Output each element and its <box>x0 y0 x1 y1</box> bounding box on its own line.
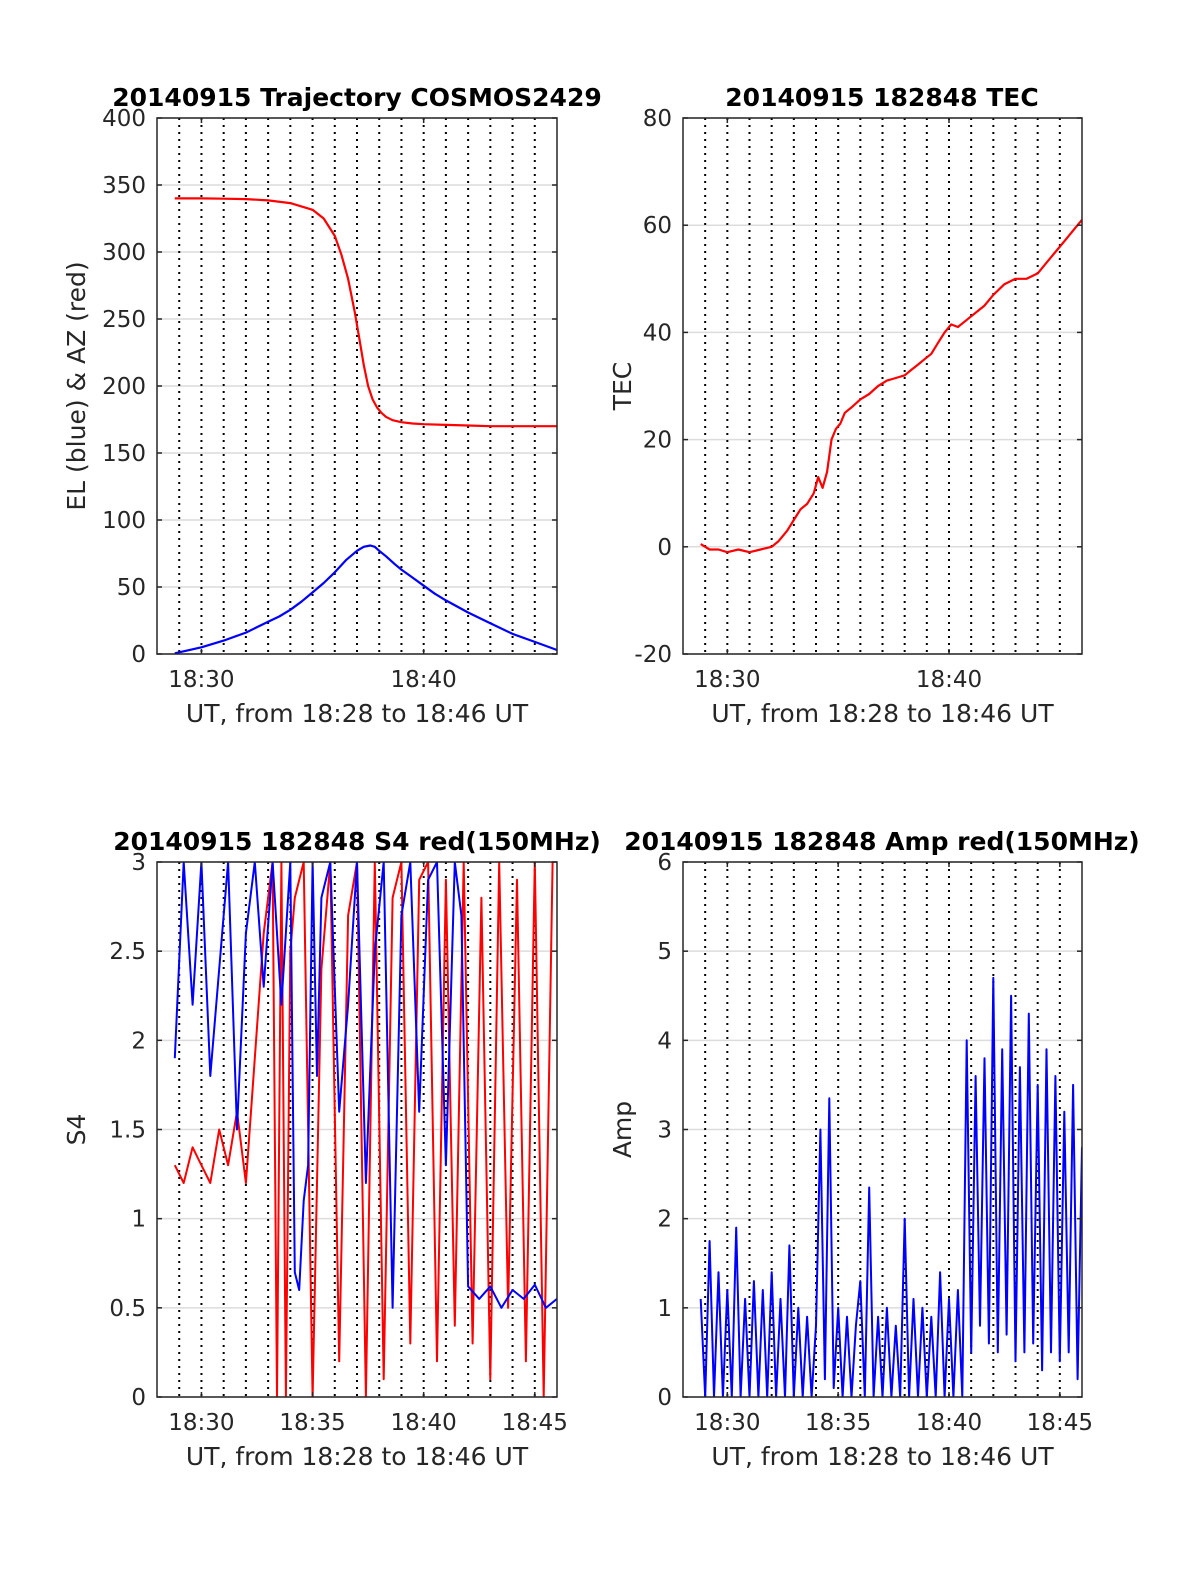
y-tick-label: 0 <box>131 642 146 668</box>
y-tick-label: 4 <box>657 1028 672 1054</box>
x-tick-label: 18:35 <box>279 1410 345 1436</box>
series-group <box>700 219 1082 554</box>
panel-amp: 0 1 2 3 4 5 6 18:30 18:35 18:40 18:45 UT, from 18:… <box>608 850 1093 1471</box>
y-tick-label: 0.5 <box>109 1296 146 1322</box>
y-tick-label: 150 <box>102 441 146 467</box>
chart-title: 20140915 182848 S4 red(150MHz) <box>113 827 601 856</box>
chart-title: 20140915 182848 Amp red(150MHz) <box>624 827 1140 856</box>
plot-area: 0 1 2 3 4 5 6 18:30 18:35 18:40 18:45 <box>657 850 1093 1436</box>
x-tick-label: 18:40 <box>916 1410 982 1436</box>
x-tick-label: 18:40 <box>391 1410 457 1436</box>
series-line-blue <box>699 976 1082 1397</box>
x-axis-label: UT, from 18:28 to 18:46 UT <box>186 1442 529 1471</box>
y-tick-label: 300 <box>102 240 146 266</box>
series-group <box>699 976 1082 1397</box>
y-tick-label: 3 <box>657 1118 672 1144</box>
y-tick-label: 3 <box>131 850 146 876</box>
x-tick-label: 18:30 <box>694 1410 760 1436</box>
y-tick-label: 250 <box>102 307 146 333</box>
y-axis-label: S4 <box>62 1114 91 1146</box>
chart-title: 20140915 Trajectory COSMOS2429 <box>112 83 602 112</box>
panel-trajectory: 0 50 100 150 200 250 300 350 400 18:30 18:40 UT, f… <box>62 106 558 728</box>
y-tick-label: 100 <box>102 508 146 534</box>
y-tick-label: 40 <box>643 320 672 346</box>
series-line-blue <box>174 544 557 654</box>
y-tick-label: 80 <box>643 106 672 132</box>
series-line-red <box>174 197 557 428</box>
series-line-red <box>173 862 554 1397</box>
series-line-blue <box>173 862 557 1309</box>
x-tick-label: 18:40 <box>391 667 457 693</box>
y-tick-label: 0 <box>657 535 672 561</box>
x-tick-label: 18:40 <box>916 667 982 693</box>
x-axis-label: UT, from 18:28 to 18:46 UT <box>711 1442 1054 1471</box>
y-tick-label: 50 <box>117 575 146 601</box>
x-tick-label: 18:30 <box>694 667 760 693</box>
series-group <box>174 197 557 654</box>
y-axis-label: Amp <box>608 1101 637 1158</box>
y-tick-label: 2.5 <box>109 939 146 965</box>
y-tick-label: 2 <box>657 1207 672 1233</box>
panel-s4: 0 0.5 1 1.5 2 2.5 3 18:30 18:35 18:40 18:45 UT, fr… <box>62 850 568 1471</box>
x-tick-label: 18:45 <box>502 1410 568 1436</box>
x-tick-label: 18:45 <box>1027 1410 1093 1436</box>
y-tick-label: -20 <box>634 642 672 668</box>
y-tick-label: 350 <box>102 173 146 199</box>
y-tick-label: 1 <box>657 1296 672 1322</box>
y-tick-label: 2 <box>131 1028 146 1054</box>
plot-area: 0 50 100 150 200 250 300 350 400 18:30 18:40 <box>102 106 558 693</box>
plot-area: 0 0.5 1 1.5 2 2.5 3 18:30 18:35 18:40 18:45 <box>109 850 568 1436</box>
y-tick-label: 6 <box>657 850 672 876</box>
series-line-red <box>700 219 1082 554</box>
x-axis-label: UT, from 18:28 to 18:46 UT <box>186 699 529 728</box>
y-tick-label: 200 <box>102 374 146 400</box>
series-group <box>173 862 557 1397</box>
y-axis-label: EL (blue) & AZ (red) <box>62 261 91 510</box>
chart-title: 20140915 182848 TEC <box>725 83 1038 112</box>
x-tick-label: 18:35 <box>805 1410 871 1436</box>
panel-tec: -20 0 20 40 60 80 18:30 18:40 UT, from 18:28 to… <box>608 106 1083 728</box>
y-tick-label: 5 <box>657 939 672 965</box>
y-tick-label: 20 <box>643 428 672 454</box>
y-tick-label: 1.5 <box>109 1118 146 1144</box>
y-tick-label: 1 <box>131 1207 146 1233</box>
y-tick-label: 0 <box>131 1385 146 1411</box>
y-tick-label: 60 <box>643 213 672 239</box>
axes-frame <box>682 117 1083 655</box>
x-tick-label: 18:30 <box>168 1410 234 1436</box>
x-axis-label: UT, from 18:28 to 18:46 UT <box>711 699 1054 728</box>
y-tick-label: 0 <box>657 1385 672 1411</box>
plot-area: -20 0 20 40 60 80 18:30 18:40 <box>634 106 1083 693</box>
y-axis-label: TEC <box>608 362 637 412</box>
y-tick-label: 400 <box>102 106 146 132</box>
x-tick-label: 18:30 <box>168 667 234 693</box>
